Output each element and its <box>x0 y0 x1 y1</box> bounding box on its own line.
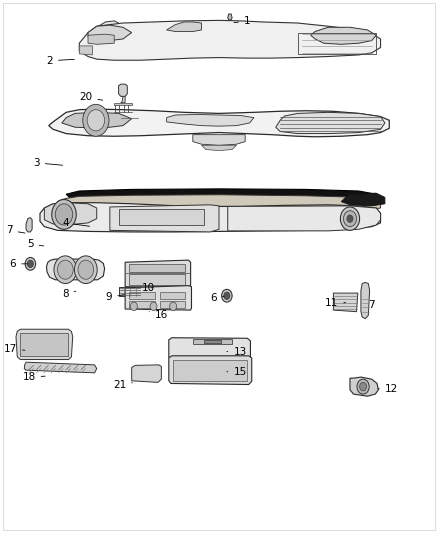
Bar <box>173 360 247 381</box>
Polygon shape <box>201 146 237 151</box>
Circle shape <box>25 257 35 270</box>
Polygon shape <box>49 109 389 137</box>
Text: 5: 5 <box>27 239 44 249</box>
Text: 2: 2 <box>46 56 74 66</box>
Text: 6: 6 <box>10 259 28 269</box>
Circle shape <box>224 292 230 300</box>
Polygon shape <box>16 329 73 360</box>
Polygon shape <box>57 195 381 212</box>
Polygon shape <box>110 205 219 232</box>
Circle shape <box>131 302 138 311</box>
Text: 7: 7 <box>367 300 374 310</box>
Polygon shape <box>79 20 381 60</box>
Circle shape <box>55 204 73 225</box>
Bar <box>160 301 185 308</box>
Text: 21: 21 <box>113 379 132 390</box>
Bar <box>193 340 232 344</box>
Polygon shape <box>228 206 381 231</box>
Circle shape <box>357 379 369 394</box>
Circle shape <box>78 260 94 279</box>
Circle shape <box>340 207 360 230</box>
Polygon shape <box>350 377 378 396</box>
Polygon shape <box>114 103 132 106</box>
Polygon shape <box>166 115 254 126</box>
Polygon shape <box>97 21 119 30</box>
Text: 3: 3 <box>33 158 63 168</box>
Circle shape <box>150 302 157 311</box>
Bar <box>119 209 204 225</box>
Circle shape <box>343 211 357 227</box>
Text: 8: 8 <box>62 289 76 299</box>
Polygon shape <box>46 259 105 280</box>
Text: 9: 9 <box>106 292 124 302</box>
Circle shape <box>87 110 105 131</box>
Text: 6: 6 <box>210 293 224 303</box>
Circle shape <box>57 260 73 279</box>
Polygon shape <box>119 84 127 96</box>
Polygon shape <box>44 203 97 225</box>
Text: 17: 17 <box>4 344 25 354</box>
Polygon shape <box>62 112 132 128</box>
Polygon shape <box>228 14 232 20</box>
Polygon shape <box>79 46 92 55</box>
Bar <box>130 292 155 299</box>
Bar <box>130 301 155 308</box>
Text: 4: 4 <box>62 218 90 228</box>
Polygon shape <box>193 135 245 146</box>
Text: 7: 7 <box>6 225 25 236</box>
Text: 20: 20 <box>79 92 103 102</box>
Polygon shape <box>341 193 385 206</box>
Polygon shape <box>132 365 161 382</box>
Bar <box>20 334 68 356</box>
Polygon shape <box>120 287 141 296</box>
Text: 11: 11 <box>325 297 346 308</box>
Text: 10: 10 <box>142 283 155 293</box>
Text: 18: 18 <box>22 372 45 382</box>
Text: 15: 15 <box>227 367 247 377</box>
Circle shape <box>360 382 367 391</box>
Polygon shape <box>26 217 32 232</box>
Polygon shape <box>121 96 125 103</box>
Polygon shape <box>276 112 385 134</box>
Circle shape <box>27 260 33 268</box>
Circle shape <box>54 256 77 284</box>
Circle shape <box>222 289 232 302</box>
Polygon shape <box>169 338 251 361</box>
Polygon shape <box>361 282 370 319</box>
Bar <box>130 274 185 285</box>
Polygon shape <box>40 203 381 232</box>
Text: 1: 1 <box>234 16 251 26</box>
Text: 13: 13 <box>227 346 247 357</box>
Polygon shape <box>311 27 376 44</box>
Text: 12: 12 <box>378 384 398 394</box>
Polygon shape <box>125 260 191 288</box>
Polygon shape <box>333 293 358 312</box>
Circle shape <box>347 215 353 222</box>
Bar <box>130 264 185 272</box>
Bar <box>160 292 185 299</box>
Polygon shape <box>66 189 376 198</box>
Polygon shape <box>166 22 201 31</box>
Polygon shape <box>88 34 114 44</box>
Circle shape <box>74 256 97 284</box>
Circle shape <box>170 302 177 311</box>
Polygon shape <box>24 362 97 373</box>
Text: 16: 16 <box>149 310 168 320</box>
Circle shape <box>52 199 76 229</box>
Polygon shape <box>169 356 252 384</box>
Polygon shape <box>125 286 191 310</box>
Circle shape <box>83 104 109 136</box>
Polygon shape <box>88 25 132 41</box>
Bar <box>204 340 221 343</box>
